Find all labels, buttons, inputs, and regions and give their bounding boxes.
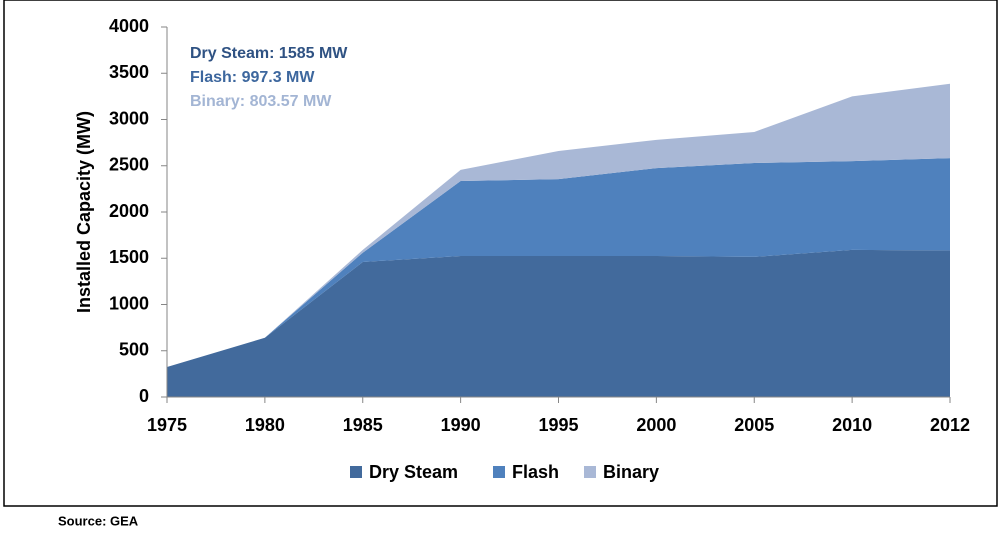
source: Source: GEA [58,513,139,528]
frame [3,0,998,507]
x-tick-label: 1990 [441,415,481,435]
x-tick-label: 1995 [538,415,578,435]
y-tick-label: 2500 [109,155,149,175]
legend-label: Dry Steam [369,462,458,482]
x-tick-label: 2005 [734,415,774,435]
annotation: Dry Steam: 1585 MW [190,45,348,62]
y-tick-label: 4000 [109,16,149,36]
annotation: Flash: 997.3 MW [190,69,315,86]
y-tick-label: 1500 [109,247,149,267]
x-tick-label: 2000 [636,415,676,435]
legend-label: Binary [603,462,659,482]
y-tick-label: 500 [119,340,149,360]
legend-swatch [493,466,505,478]
y-tick-label: 1000 [109,293,149,313]
legend-swatch [350,466,362,478]
y-tick-label: 3000 [109,108,149,128]
legend-swatch [584,466,596,478]
x-tick-label: 1980 [245,415,285,435]
y-tick-label: 3500 [109,62,149,82]
annotation: Binary: 803.57 MW [190,93,332,110]
area [167,249,950,397]
area [167,83,950,367]
x-tick-label: 1985 [343,415,383,435]
y-tick-label: 2000 [109,201,149,221]
area [167,158,950,367]
y-axis-title: Installed Capacity (MW) [74,111,94,313]
x-tick-label: 2012 [930,415,970,435]
x-tick-label: 2010 [832,415,872,435]
y-tick-label: 0 [139,386,149,406]
x-tick-label: 1975 [147,415,187,435]
legend-label: Flash [512,462,559,482]
